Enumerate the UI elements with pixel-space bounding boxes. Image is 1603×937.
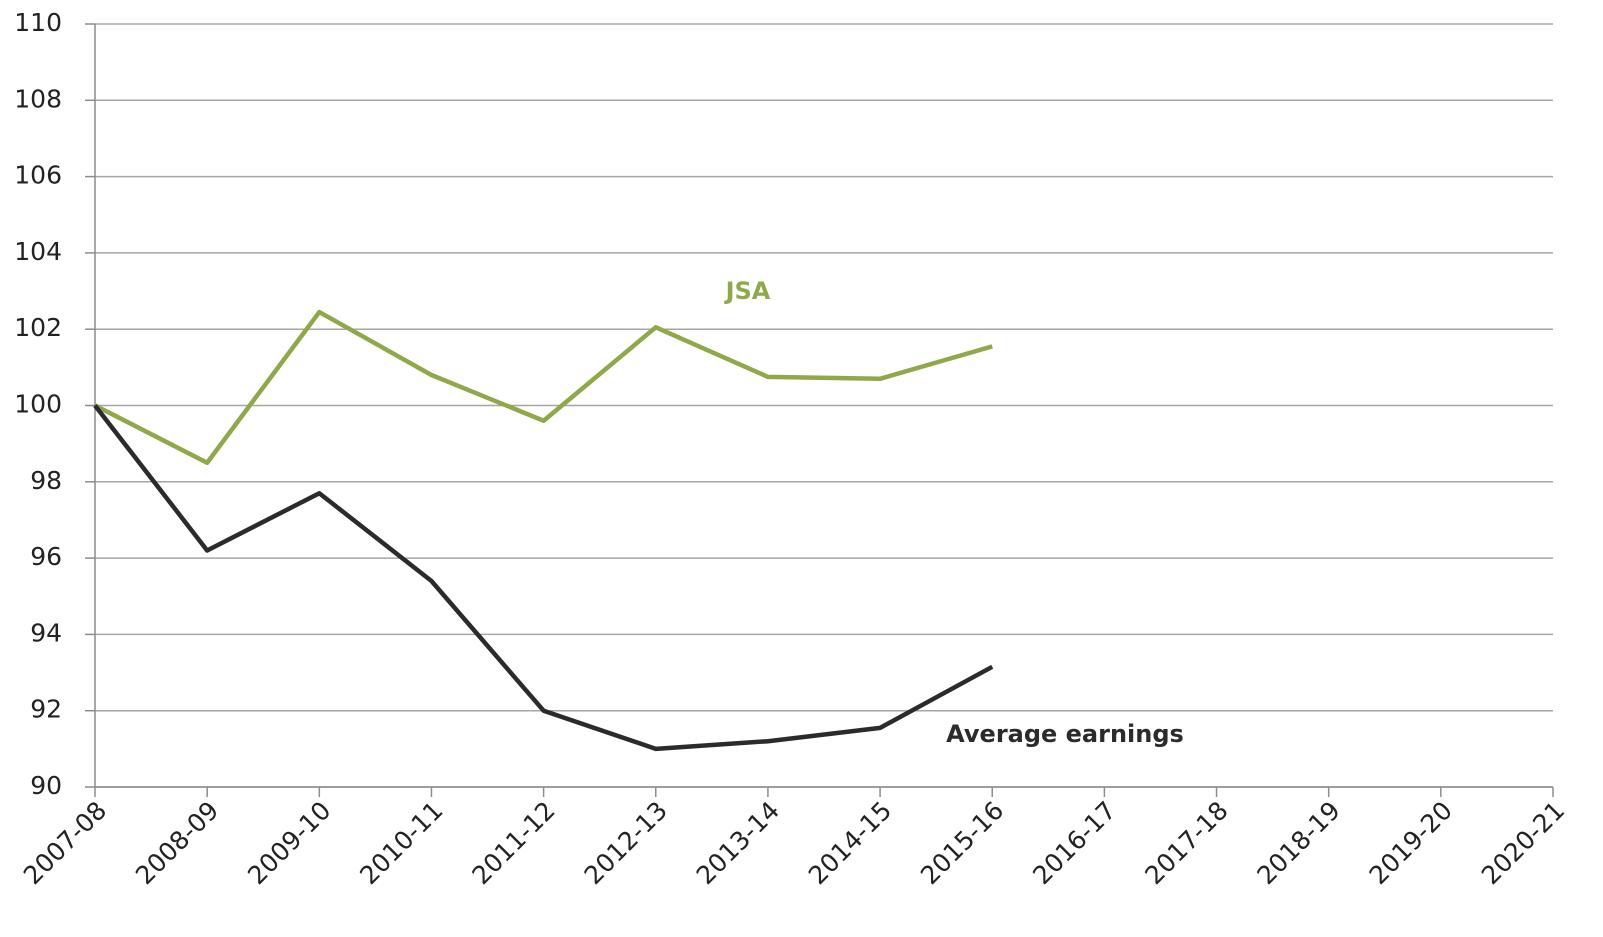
y-tick-label: 96: [30, 542, 62, 571]
y-tick-label: 110: [14, 8, 62, 37]
x-tick-label: 2011-12: [466, 796, 560, 890]
y-tick-label: 90: [30, 771, 62, 800]
y-tick-label: 102: [14, 313, 62, 342]
x-tick-label: 2014-15: [803, 796, 897, 890]
y-tick-label: 108: [14, 84, 62, 113]
x-tick-label: 2008-09: [130, 796, 224, 890]
x-tick-label: 2012-13: [579, 796, 673, 890]
y-tick-label: 100: [14, 390, 62, 419]
y-tick-label: 106: [14, 161, 62, 190]
x-tick-label: 2016-17: [1027, 796, 1121, 890]
x-tick-label: 2013-14: [691, 796, 785, 890]
x-tick-label: 2009-10: [242, 796, 336, 890]
x-tick-label: 2007-08: [18, 796, 112, 890]
y-tick-label: 98: [30, 466, 62, 495]
x-tick-label: 2018-19: [1252, 796, 1346, 890]
line-series: [93, 404, 994, 752]
x-tick-label: 2015-16: [915, 796, 1009, 890]
x-tick-label: 2019-20: [1364, 796, 1458, 890]
x-tick-label: 2010-11: [354, 796, 448, 890]
series-label: Average earnings: [946, 720, 1184, 748]
line-series: [93, 309, 993, 465]
y-tick-label: 92: [30, 695, 62, 724]
y-tick-label: 94: [30, 618, 62, 647]
series-label: JSA: [724, 277, 771, 305]
x-tick-label: 2020-21: [1476, 796, 1570, 890]
y-tick-label: 104: [14, 237, 62, 266]
x-tick-label: 2017-18: [1139, 796, 1233, 890]
